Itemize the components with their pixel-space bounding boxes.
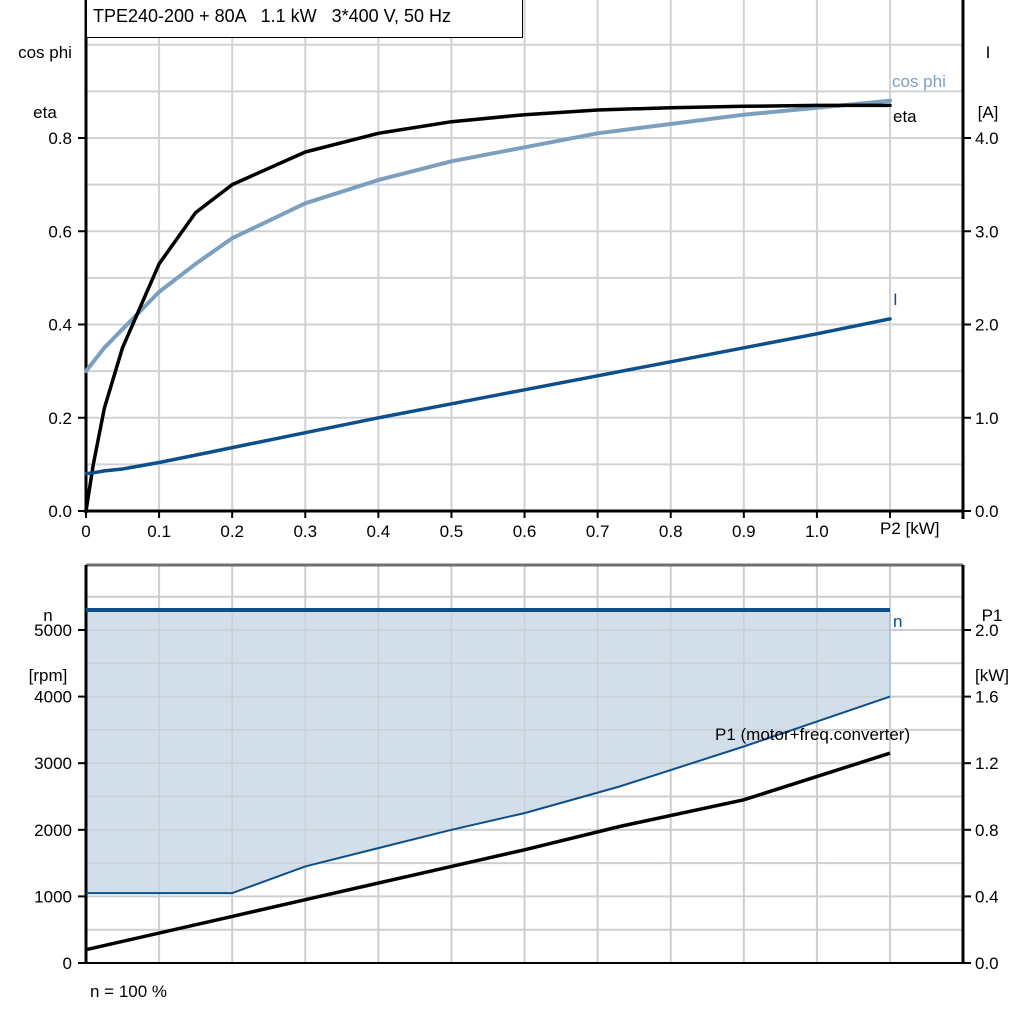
x-tick-label: 0.3: [293, 522, 317, 541]
x-tick-label: 0.7: [586, 522, 610, 541]
x-tick-label: 0.9: [732, 522, 756, 541]
right-tick-label: 4.0: [975, 129, 999, 148]
right-axis-label-top: I [A]: [968, 3, 1008, 143]
speed-axis-label: n: [43, 606, 53, 625]
x-tick-label: 0.2: [220, 522, 244, 541]
p1-unit-label: [kW]: [975, 666, 1009, 685]
speed-note: n = 100 %: [90, 982, 168, 1001]
left-tick-label: 0.8: [48, 129, 72, 148]
x-tick-label: 1.0: [805, 522, 829, 541]
left-tick-label: 0.6: [48, 222, 72, 241]
left-tick-label: 1000: [34, 887, 72, 906]
eta-axis-label: eta: [33, 103, 57, 122]
left-tick-label: 0.4: [48, 316, 72, 335]
cos-phi-axis-label: cos phi: [18, 43, 72, 62]
x-tick-label: 0.8: [659, 522, 683, 541]
operating-range-area: [86, 610, 890, 894]
right-tick-label: 1.2: [975, 754, 999, 773]
x-tick-label: 0.1: [147, 522, 171, 541]
eta-series-label: eta: [893, 107, 917, 126]
p1-upper-range-line: [86, 695, 891, 895]
right-tick-label: 0.0: [975, 502, 999, 521]
left-tick-label: 0: [63, 954, 72, 973]
left-tick-label: 0.0: [48, 502, 72, 521]
right-axis-label-bottom: P1 [kW]: [966, 566, 1018, 706]
p1-line: [85, 751, 891, 952]
speed-unit-label: [rpm]: [28, 666, 68, 685]
p1-series-label: P1 (motor+freq.converter): [715, 725, 911, 744]
right-tick-label: 1.6: [975, 688, 999, 707]
current-unit-label: [A]: [977, 103, 999, 122]
left-tick-label: 3000: [34, 754, 72, 773]
left-tick-label: 4000: [34, 688, 72, 707]
left-tick-label: 5000: [34, 621, 72, 640]
cos-phi-curve: [84, 98, 892, 374]
eta-curve: [84, 103, 892, 513]
p1-axis-label: P1: [981, 606, 1003, 625]
cos-phi-series-label: cos phi: [892, 72, 946, 91]
right-tick-label: 2.0: [975, 621, 999, 640]
right-tick-label: 1.0: [975, 409, 999, 428]
current-series-label: I: [893, 290, 898, 309]
x-tick-label: 0.6: [513, 522, 537, 541]
left-tick-label: 0.2: [48, 409, 72, 428]
current-curve: [84, 317, 892, 476]
current-axis-label: I: [985, 43, 991, 62]
x-tick-label: 0.5: [440, 522, 464, 541]
x-axis-label: P2 [kW]: [880, 519, 940, 538]
n-series-label: n: [893, 612, 903, 631]
chart-title: TPE240-200 + 80A 1.1 kW 3*400 V, 50 Hz: [86, 0, 523, 38]
x-tick-label: 0.4: [367, 522, 391, 541]
left-axis-label-bottom: n [rpm]: [20, 566, 76, 706]
left-tick-label: 2000: [34, 821, 72, 840]
right-tick-label: 0.8: [975, 821, 999, 840]
right-tick-label: 0.0: [975, 954, 999, 973]
left-axis-label-top: cos phi eta: [10, 3, 80, 143]
x-tick-label: 0: [81, 522, 90, 541]
right-tick-label: 0.4: [975, 887, 999, 906]
right-tick-label: 2.0: [975, 316, 999, 335]
right-tick-label: 3.0: [975, 222, 999, 241]
